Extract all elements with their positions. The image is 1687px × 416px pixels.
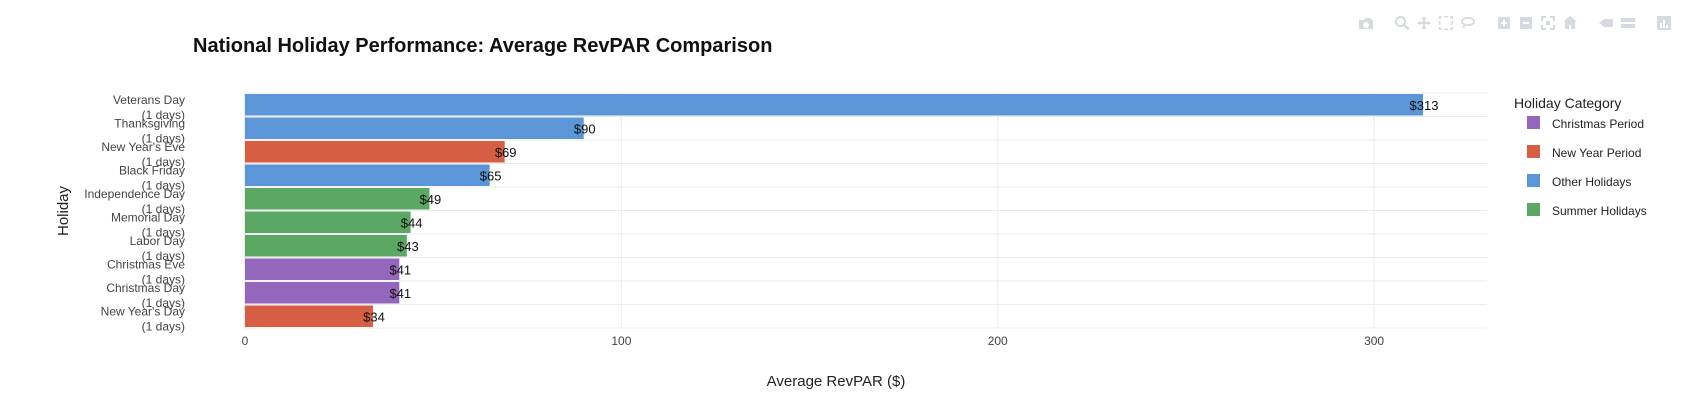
bar-group[interactable]: $34: [245, 305, 385, 328]
bar-value-label: $43: [397, 239, 419, 254]
legend-item[interactable]: Christmas Period: [1527, 116, 1644, 131]
legend-swatch[interactable]: [1527, 145, 1540, 158]
legend-swatch[interactable]: [1527, 174, 1540, 187]
bar-value-label: $90: [574, 121, 596, 136]
y-tick-label-days: (1 days): [142, 155, 185, 169]
y-tick-label: Independence Day: [84, 187, 185, 201]
y-tick-label: Christmas Eve: [107, 257, 185, 271]
bar-value-label: $44: [401, 215, 423, 230]
y-tick-label: New Year's Eve: [101, 140, 185, 154]
y-tick-label-days: (1 days): [142, 272, 185, 286]
bar[interactable]: [245, 117, 584, 140]
bar-group[interactable]: $313: [245, 94, 1438, 116]
modebar-group: [1355, 12, 1377, 34]
y-tick-label: Memorial Day: [111, 210, 185, 224]
modebar-group: [1595, 12, 1639, 34]
bar-group[interactable]: $43: [245, 235, 419, 257]
x-tick-label: 100: [611, 334, 631, 348]
bar-group[interactable]: $41: [245, 282, 411, 304]
zoom-icon[interactable]: [1391, 12, 1413, 34]
camera-icon[interactable]: [1355, 12, 1377, 34]
y-tick-label-days: (1 days): [142, 202, 185, 216]
modebar-group: [1653, 12, 1675, 34]
chart-title: National Holiday Performance: Average Re…: [193, 35, 772, 57]
bar[interactable]: [245, 235, 407, 257]
legend-item[interactable]: Summer Holidays: [1527, 203, 1647, 218]
box-select-icon[interactable]: [1435, 12, 1457, 34]
bars: $313 $90 $69 $65 $49 $44 $43 $41 $41 $34: [245, 94, 1438, 327]
y-axis-title: Holiday: [55, 185, 72, 236]
y-tick-label-days: (1 days): [142, 319, 185, 333]
y-tick-label-days: (1 days): [142, 178, 185, 192]
y-tick-label-days: (1 days): [142, 296, 185, 310]
bar[interactable]: [245, 188, 430, 210]
legend-label[interactable]: Summer Holidays: [1552, 204, 1647, 218]
compare-hover-icon[interactable]: [1617, 12, 1639, 34]
y-tick-label: New Year's Day: [101, 304, 185, 318]
y-tick-label: Veterans Day: [113, 93, 185, 107]
bar-group[interactable]: $41: [245, 258, 411, 281]
legend-item[interactable]: New Year Period: [1527, 145, 1641, 160]
reset-axes-icon[interactable]: [1559, 12, 1581, 34]
bar-value-label: $41: [389, 262, 411, 277]
bar[interactable]: [245, 164, 490, 187]
zoom-in-icon[interactable]: [1493, 12, 1515, 34]
legend: Christmas Period New Year Period Other Hol…: [1527, 116, 1647, 218]
bar[interactable]: [245, 141, 505, 163]
lasso-select-icon[interactable]: [1457, 12, 1479, 34]
modebar-group: [1493, 12, 1581, 34]
x-tick-label: 0: [242, 334, 249, 348]
bar-group[interactable]: $90: [245, 117, 596, 140]
spike-lines-icon[interactable]: [1595, 12, 1617, 34]
legend-label[interactable]: Other Holidays: [1552, 175, 1631, 189]
y-tick-labels: Veterans Day(1 days)Thanksgiving(1 days)…: [84, 93, 185, 334]
bar-value-label: $41: [389, 286, 411, 301]
bar[interactable]: [245, 94, 1424, 116]
bar[interactable]: [245, 258, 400, 281]
y-tick-label: Labor Day: [130, 234, 185, 248]
bar-group[interactable]: $44: [245, 211, 423, 234]
legend-label[interactable]: Christmas Period: [1552, 117, 1644, 131]
pan-icon[interactable]: [1413, 12, 1435, 34]
legend-label[interactable]: New Year Period: [1552, 146, 1641, 160]
bar-group[interactable]: $69: [245, 141, 517, 163]
y-tick-label: Thanksgiving: [114, 116, 185, 130]
legend-swatch[interactable]: [1527, 203, 1540, 216]
x-tick-labels: 0 100 200 300: [242, 334, 1385, 348]
bar-value-label: $49: [420, 192, 442, 207]
legend-item[interactable]: Other Holidays: [1527, 174, 1631, 189]
y-tick-label-days: (1 days): [142, 225, 185, 239]
autoscale-icon[interactable]: [1537, 12, 1559, 34]
legend-title: Holiday Category: [1514, 95, 1621, 111]
bar-value-label: $65: [480, 168, 502, 183]
bar-value-label: $69: [495, 145, 517, 160]
y-tick-label: Christmas Day: [106, 281, 185, 295]
zoom-out-icon[interactable]: [1515, 12, 1537, 34]
bar-value-label: $34: [363, 309, 385, 324]
y-tick-label-days: (1 days): [142, 131, 185, 145]
x-tick-label: 200: [988, 334, 1008, 348]
y-tick-label-days: (1 days): [142, 108, 185, 122]
bar[interactable]: [245, 282, 400, 304]
plotly-logo-icon[interactable]: [1653, 12, 1675, 34]
bar-group[interactable]: $65: [245, 164, 502, 187]
y-tick-label: Black Friday: [119, 163, 185, 177]
x-axis-title: Average RevPAR ($): [767, 373, 906, 390]
bar[interactable]: [245, 211, 411, 234]
y-tick-label-days: (1 days): [142, 249, 185, 263]
modebar-group: [1391, 12, 1479, 34]
bar-value-label: $313: [1410, 98, 1439, 113]
legend-swatch[interactable]: [1527, 116, 1540, 129]
x-tick-label: 300: [1364, 334, 1384, 348]
bar-group[interactable]: $49: [245, 188, 441, 210]
modebar: [1341, 12, 1675, 34]
bar[interactable]: [245, 305, 373, 328]
